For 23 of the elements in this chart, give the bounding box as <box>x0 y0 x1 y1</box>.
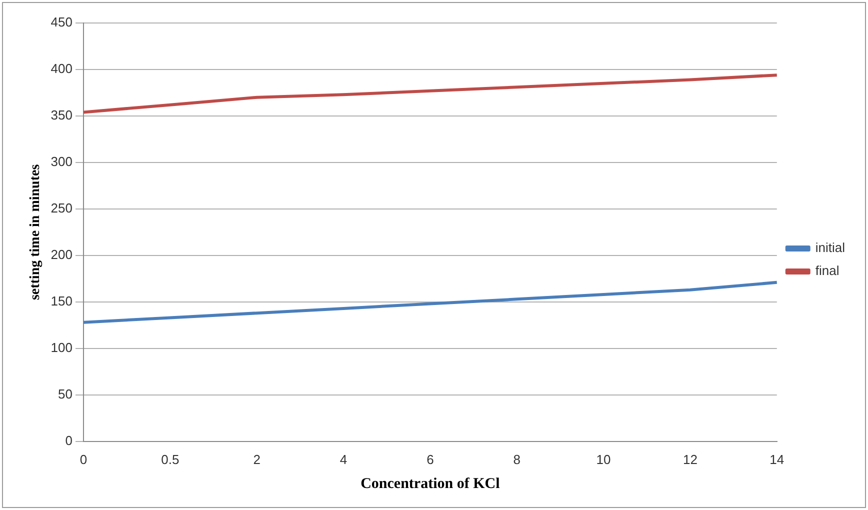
y-tick-label: 100 <box>50 340 72 355</box>
x-axis-title: Concentration of KCl <box>360 476 500 492</box>
y-axis-title: setting time in minutes <box>28 164 44 300</box>
x-tick-label: 4 <box>340 452 348 467</box>
y-tick-label: 350 <box>50 108 72 123</box>
y-tick-label: 250 <box>50 200 72 216</box>
y-tick-label: 200 <box>50 247 72 262</box>
x-tick-label: 12 <box>682 452 698 467</box>
x-tick-label: 8 <box>513 452 520 467</box>
y-tick-label: 400 <box>50 61 72 76</box>
x-tick-label: 14 <box>770 452 784 467</box>
legend-label: final <box>815 263 840 278</box>
y-tick-label: 300 <box>50 154 72 170</box>
legend-label: initial <box>815 240 846 256</box>
y-tick-label: 150 <box>50 294 72 309</box>
y-tick-label: 0 <box>65 432 72 448</box>
x-tick-label: 0 <box>80 452 88 467</box>
x-tick-label: 6 <box>426 452 434 467</box>
y-tick-label: 50 <box>58 386 72 402</box>
x-tick-label: 2 <box>253 452 260 467</box>
x-tick-label: 10 <box>596 452 611 467</box>
x-tick-label: 0.5 <box>161 452 180 467</box>
y-tick-label: 450 <box>50 14 72 30</box>
